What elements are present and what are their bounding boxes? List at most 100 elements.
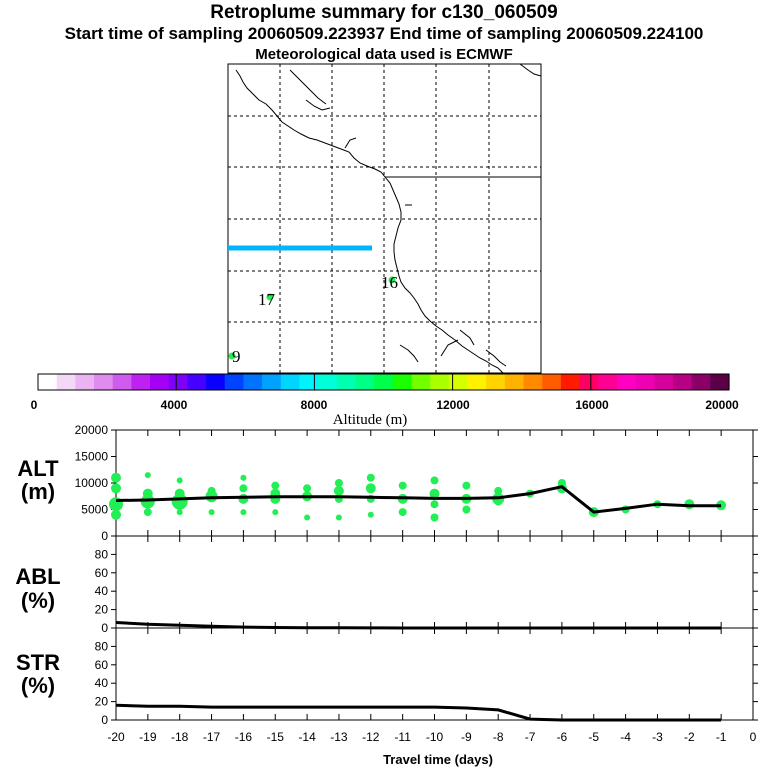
colorbar-segment xyxy=(224,374,245,390)
alt-scatter-point xyxy=(271,481,280,490)
alt-scatter-point xyxy=(240,474,247,481)
alt-panel-units: (m) xyxy=(21,479,55,504)
colorbar-segment xyxy=(504,374,525,390)
colorbar-segment xyxy=(467,374,487,390)
y-tick-label: 80 xyxy=(95,547,109,561)
colorbar-label: Altitude (m) xyxy=(333,412,408,428)
colorbar-segment xyxy=(560,374,581,390)
alt-scatter-point xyxy=(398,508,407,517)
plume-point-17 xyxy=(266,293,274,301)
colorbar-segment xyxy=(336,374,357,390)
alt-scatter-point xyxy=(171,493,188,510)
alt-scatter-point xyxy=(335,514,342,521)
abl-panel-label: ABL xyxy=(15,564,60,589)
alt-scatter-point xyxy=(366,473,375,482)
map-grid xyxy=(228,64,541,373)
map-points: 16 17 9 xyxy=(228,273,398,366)
colorbar-segment xyxy=(38,374,58,390)
chart-title: Retroplume summary for c130_060509 xyxy=(210,2,558,23)
y-tick-label: 0 xyxy=(101,621,108,635)
colorbar-segment xyxy=(318,374,338,390)
colorbar-segment xyxy=(448,374,469,390)
colorbar-segment xyxy=(374,374,394,390)
y-tick-label: 0 xyxy=(101,713,108,727)
x-tick-label: -15 xyxy=(267,730,285,744)
x-tick-label: -10 xyxy=(426,730,444,744)
colorbar-segment xyxy=(94,374,114,390)
series-line-str xyxy=(115,703,722,722)
colorbar-segment xyxy=(635,374,655,390)
x-tick-label: -5 xyxy=(588,730,599,744)
alt-scatter-point xyxy=(111,509,121,520)
colorbar-segment xyxy=(56,374,76,390)
alt-scatter-point xyxy=(429,488,440,499)
alt-scatter-point xyxy=(494,497,503,506)
x-tick-label: -9 xyxy=(461,730,472,744)
alt-scatter-point xyxy=(430,476,439,485)
altitude-colorbar xyxy=(37,373,730,391)
x-tick-label: -17 xyxy=(203,730,221,744)
colorbar-segment xyxy=(430,374,450,390)
alt-scatter-point xyxy=(144,472,151,479)
colorbar-segment xyxy=(411,374,431,390)
colorbar-segment xyxy=(75,374,95,390)
map-label-16: 16 xyxy=(381,273,398,292)
alt-scatter-point xyxy=(111,472,121,483)
colorbar-tick: 16000 xyxy=(575,398,609,412)
alt-scatter-point xyxy=(494,486,503,495)
colorbar-segment xyxy=(523,374,543,390)
y-tick-label: 20 xyxy=(95,603,109,617)
alt-scatter-point xyxy=(462,505,471,514)
x-tick-label: -7 xyxy=(525,730,536,744)
x-tick-label: -4 xyxy=(620,730,631,744)
map-label-9: 9 xyxy=(232,347,241,366)
y-tick-label: 15000 xyxy=(75,450,109,464)
colorbar-tick: 0 xyxy=(31,398,38,412)
plume-point-16 xyxy=(388,276,396,284)
colorbar-segment xyxy=(355,374,375,390)
colorbar-segment xyxy=(150,374,170,390)
alt-scatter-point xyxy=(176,477,183,484)
alt-scatter-point xyxy=(239,484,248,493)
x-tick-label: -16 xyxy=(235,730,253,744)
alt-scatter-point xyxy=(333,485,344,496)
y-tick-label: 80 xyxy=(95,639,109,653)
abl-panel-units: (%) xyxy=(21,588,55,613)
x-tick-label: -14 xyxy=(298,730,316,744)
map-panel: 16 17 9 xyxy=(227,63,542,374)
alt-scatter-point xyxy=(430,513,439,522)
time-series-panels: 0 5000 10000 15000 20000 0 20 40 60 80 0 20 40 60 80 -2… xyxy=(75,423,758,744)
x-tick-label: -19 xyxy=(139,730,157,744)
alt-scatter-point xyxy=(111,483,121,494)
alt-scatter-point xyxy=(272,509,279,516)
x-tick-label: -12 xyxy=(362,730,380,744)
colorbar-segment xyxy=(243,374,263,390)
colorbar-segment xyxy=(579,374,599,390)
colorbar-segment xyxy=(187,374,207,390)
colorbar-segment xyxy=(672,374,693,390)
colorbar-segment xyxy=(542,374,562,390)
colorbar-tick-labels: 0 4000 8000 12000 16000 20000 xyxy=(31,398,739,412)
colorbar-segment xyxy=(392,374,413,390)
colorbar-tick: 20000 xyxy=(705,398,739,412)
colorbar-tick: 12000 xyxy=(436,398,470,412)
x-tick-label: -8 xyxy=(493,730,504,744)
alt-scatter-point xyxy=(462,481,471,490)
str-panel-units: (%) xyxy=(21,673,55,698)
colorbar-segment xyxy=(710,374,730,390)
x-tick-label: -6 xyxy=(557,730,568,744)
sampling-times: Start time of sampling 20060509.223937 E… xyxy=(64,24,704,43)
alt-scatter-point xyxy=(142,488,153,499)
series-line-alt xyxy=(115,485,722,514)
x-tick-label: -20 xyxy=(107,730,125,744)
y-tick-label: 60 xyxy=(95,658,109,672)
x-tick-label: -11 xyxy=(394,730,411,744)
series-line-abl xyxy=(115,621,722,630)
y-tick-label: 60 xyxy=(95,566,109,580)
coastline xyxy=(235,63,542,374)
colorbar-segment xyxy=(598,374,618,390)
colorbar-tick: 4000 xyxy=(161,398,188,412)
x-tick-label: -18 xyxy=(171,730,189,744)
y-tick-label: 5000 xyxy=(81,503,108,517)
